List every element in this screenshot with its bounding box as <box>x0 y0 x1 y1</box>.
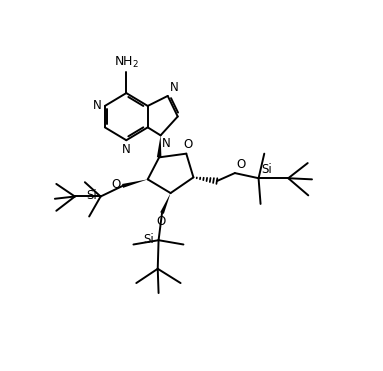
Text: O: O <box>111 178 121 191</box>
Polygon shape <box>157 135 161 158</box>
Text: N: N <box>122 142 131 155</box>
Text: O: O <box>157 215 166 229</box>
Polygon shape <box>122 179 148 188</box>
Text: N: N <box>170 81 178 94</box>
Text: O: O <box>236 158 246 171</box>
Text: NH$_2$: NH$_2$ <box>114 55 139 70</box>
Text: Si: Si <box>144 233 154 246</box>
Text: N: N <box>93 99 102 112</box>
Text: Si: Si <box>262 163 272 176</box>
Text: Si: Si <box>87 190 97 203</box>
Text: N: N <box>162 137 171 150</box>
Text: O: O <box>184 138 193 151</box>
Polygon shape <box>160 193 170 214</box>
